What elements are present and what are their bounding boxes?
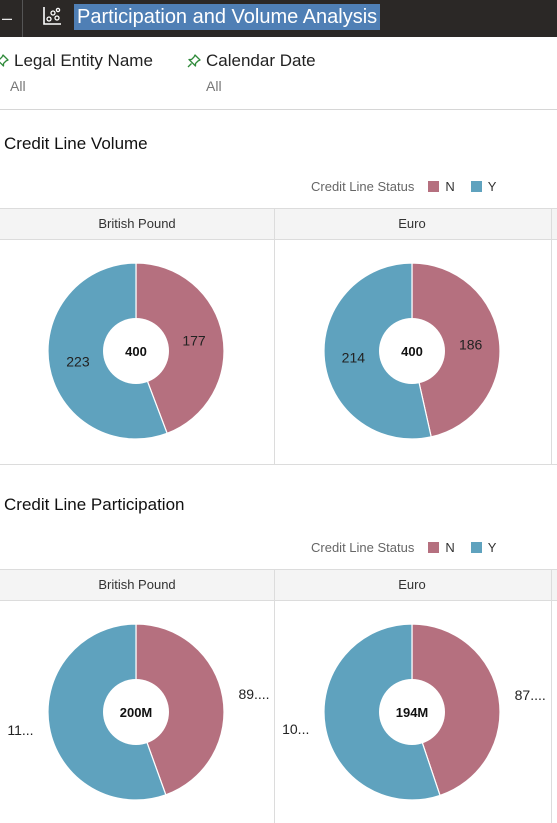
slice-data-label: 177 <box>182 332 206 348</box>
column-divider <box>551 569 552 823</box>
slice-data-label: 89.... <box>238 686 269 702</box>
donut-slice-n[interactable] <box>411 623 501 797</box>
filter-legal-entity[interactable]: Legal Entity Name All <box>0 51 153 94</box>
legend-swatch-y <box>470 542 482 553</box>
legend-swatch-n <box>428 542 440 553</box>
legend-title: Credit Line Status <box>311 540 415 555</box>
legend-item-n[interactable]: N <box>428 540 455 555</box>
slice-data-label: 214 <box>342 349 366 365</box>
donut-slice-n[interactable] <box>135 623 225 796</box>
legend-label: Y <box>487 540 497 555</box>
donut-center-total: 194M <box>396 705 429 720</box>
column-header-row: British Pound Euro <box>0 208 557 240</box>
legend-label: N <box>445 540 455 555</box>
pin-icon <box>187 54 201 68</box>
column-header-british-pound: British Pound <box>98 577 176 592</box>
slice-data-label: 10... <box>282 721 309 737</box>
legend-label: Y <box>487 179 497 194</box>
legend-participation: Credit Line Status N Y <box>311 540 496 555</box>
section-title-participation: Credit Line Participation <box>4 495 185 514</box>
legend-label: N <box>445 179 455 194</box>
panel-divider <box>0 464 557 465</box>
top-bar: – Participation and Volume Analysis <box>0 0 557 37</box>
legend-volume: Credit Line Status N Y <box>311 179 496 194</box>
column-header-british-pound: British Pound <box>98 216 176 231</box>
slice-data-label: 223 <box>66 354 90 370</box>
donut-chart-volume-eur[interactable]: 186 214 400 <box>275 239 549 464</box>
donut-center-total: 200M <box>120 705 153 720</box>
legend-item-y[interactable]: Y <box>470 179 497 194</box>
column-header-row: British Pound Euro <box>0 569 557 601</box>
page-title: Participation and Volume Analysis <box>74 4 381 30</box>
column-header-euro: Euro <box>398 216 426 231</box>
donut-slice-n[interactable] <box>135 262 225 435</box>
column-divider <box>551 208 552 465</box>
pin-icon <box>0 54 9 67</box>
legend-swatch-y <box>470 181 482 192</box>
donut-center-total: 400 <box>125 344 147 359</box>
filter-bar: Legal Entity Name All Calendar Date All <box>0 37 557 110</box>
divider <box>22 0 23 37</box>
donut-slice-y[interactable] <box>323 262 432 440</box>
donut-chart-participation-gbp[interactable]: 89.... 11... 200M <box>0 600 274 823</box>
donut-center-total: 400 <box>401 344 423 359</box>
donut-chart-volume-gbp[interactable]: 177 223 400 <box>0 239 274 464</box>
filter-calendar-date[interactable]: Calendar Date All <box>186 51 316 94</box>
scatter-chart-icon <box>43 7 61 25</box>
slice-data-label: 11... <box>7 722 33 738</box>
legend-item-y[interactable]: Y <box>470 540 497 555</box>
legend-item-n[interactable]: N <box>428 179 455 194</box>
filter-value: All <box>10 78 26 94</box>
filter-label: Legal Entity Name <box>14 51 153 70</box>
donut-chart-participation-eur[interactable]: 87.... 10... 194M <box>275 600 549 823</box>
donut-hole <box>103 679 169 745</box>
slice-data-label: 186 <box>459 337 483 353</box>
donut-slice-n[interactable] <box>411 262 501 438</box>
column-divider <box>274 208 275 465</box>
donut-hole <box>103 318 169 384</box>
column-divider <box>274 569 275 823</box>
legend-swatch-n <box>428 181 440 192</box>
slice-data-label: 87.... <box>515 687 546 703</box>
legend-title: Credit Line Status <box>311 179 415 194</box>
filter-label: Calendar Date <box>206 51 316 70</box>
menu-toggle[interactable]: – <box>2 8 13 28</box>
column-header-euro: Euro <box>398 577 426 592</box>
section-title-volume: Credit Line Volume <box>4 134 148 153</box>
filter-value: All <box>206 78 222 94</box>
donut-hole <box>379 679 445 745</box>
donut-hole <box>379 318 445 384</box>
